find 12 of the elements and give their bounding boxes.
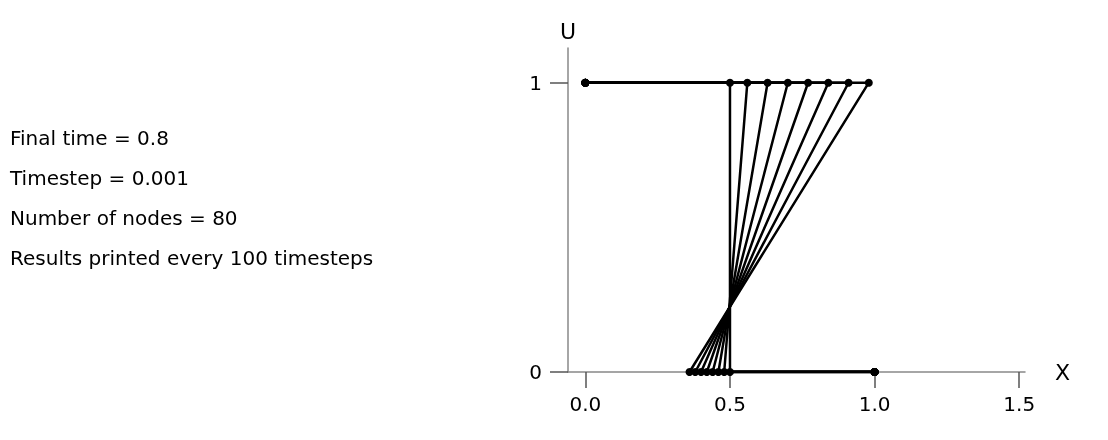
y-axis-title: U (559, 18, 577, 44)
x-tick-label: 1.5 (1003, 392, 1036, 416)
y-tick-label: 0 (529, 360, 542, 384)
text: Final time = 0.8 (10, 126, 169, 150)
x-tick-label: 0.5 (714, 392, 746, 416)
x-tick-label: 1.0 (858, 392, 891, 416)
x-tick-label: 0.0 (569, 392, 602, 416)
text: Timestep = 0.001 (9, 166, 189, 190)
text: Number of nodes = 80 (10, 206, 238, 230)
text: Results printed every 100 timesteps (10, 246, 374, 270)
x-axis-title: X (1055, 359, 1071, 385)
y-tick-label: 1 (529, 70, 542, 95)
